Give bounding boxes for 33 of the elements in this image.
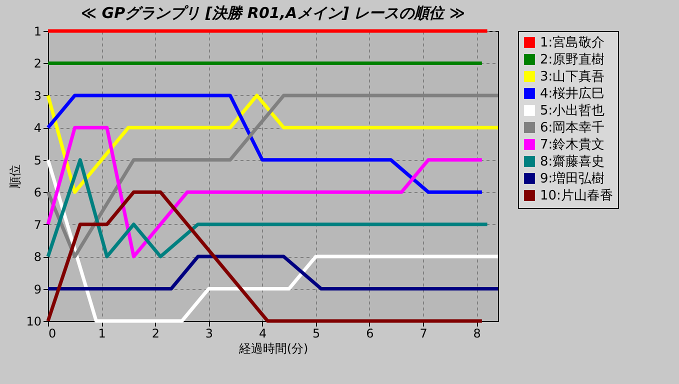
x-tick-label: 6 bbox=[366, 326, 374, 340]
legend-label: 6:岡本幸千 bbox=[540, 120, 605, 136]
x-tick-label: 4 bbox=[258, 326, 267, 340]
legend-label: 5:小出哲也 bbox=[540, 104, 605, 118]
legend-label: 4:桜井広巳 bbox=[540, 86, 605, 102]
legend-label: 1:宮島敬介 bbox=[540, 34, 605, 50]
legend-label: 9:増田弘樹 bbox=[540, 170, 605, 186]
y-tick-label: 8 bbox=[34, 250, 42, 264]
y-tick-label: 1 bbox=[34, 24, 42, 38]
y-tick-label: 9 bbox=[34, 282, 42, 296]
y-tick-label: 6 bbox=[34, 186, 42, 200]
x-tick-label: 8 bbox=[473, 326, 481, 340]
x-tick-label: 3 bbox=[205, 326, 214, 340]
x-tick-label: 5 bbox=[312, 326, 320, 340]
legend-label: 10:片山春香 bbox=[540, 188, 613, 204]
x-tick-label: 7 bbox=[420, 326, 428, 340]
line-series bbox=[46, 126, 484, 258]
chart-title: ≪ GPグランプリ [決勝 R01,Aメイン] レースの順位 ≫ bbox=[80, 4, 466, 22]
y-axis-title: 順位 bbox=[8, 164, 22, 188]
x-tick-label: 0 bbox=[48, 326, 56, 340]
legend-label: 3:山下真吾 bbox=[540, 70, 605, 84]
y-tick-label: 4 bbox=[34, 121, 42, 136]
x-tick-label: 2 bbox=[152, 326, 160, 340]
y-tick-label: 3 bbox=[34, 88, 42, 103]
y-tick-label: 7 bbox=[34, 218, 42, 232]
x-axis-title: 経過時間(分) bbox=[238, 342, 308, 356]
legend-label: 8:齋藤喜史 bbox=[540, 154, 605, 170]
y-tick-label: 2 bbox=[34, 56, 42, 71]
legend-label: 7:鈴木貴文 bbox=[540, 138, 605, 152]
y-tick-label: 10 bbox=[26, 314, 42, 328]
legend-label: 2:原野直樹 bbox=[540, 52, 605, 68]
y-tick-label: 5 bbox=[34, 153, 42, 168]
x-tick-label: 1 bbox=[98, 326, 106, 340]
